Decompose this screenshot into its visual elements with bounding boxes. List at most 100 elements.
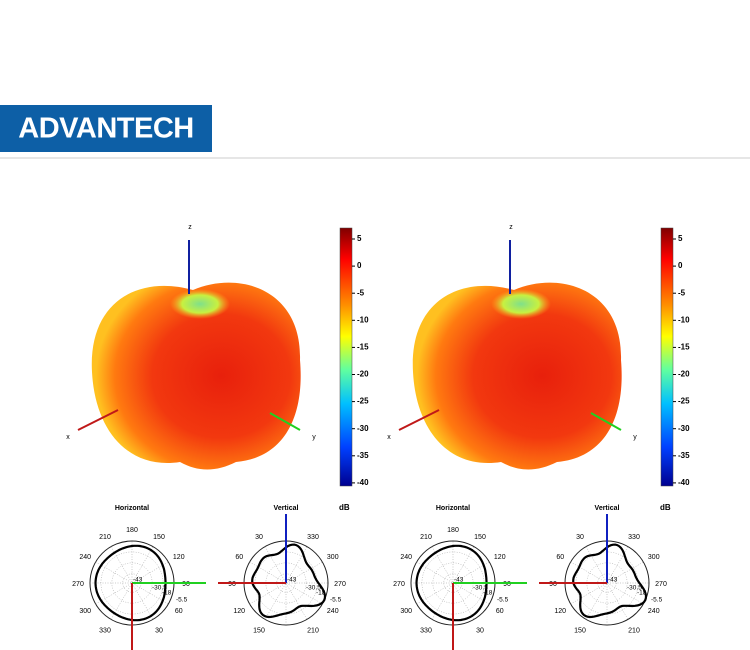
angle-label: 120 [554,608,566,615]
angle-label: 120 [233,608,245,615]
ring-label: -5.5 [497,597,509,604]
angle-label: 120 [494,554,506,561]
colorbar-label: -5 [678,288,686,297]
angle-label: 30 [255,534,263,541]
angle-label: 150 [253,628,265,635]
colorbar-label: 5 [678,234,683,243]
colorbar-label: -20 [357,370,369,379]
colorbar-label: -30 [678,424,690,433]
ring-label: -43 [133,577,143,584]
angle-label: 240 [79,554,91,561]
ring-label: -18 [637,590,647,597]
angle-label: 90 [503,581,511,588]
angle-label: 30 [576,534,584,541]
angle-label: 300 [79,608,91,615]
angle-label: 60 [556,554,564,561]
angle-label: 300 [648,554,660,561]
logo-box [0,105,212,152]
colorbar-label: -15 [678,343,690,352]
colorbar-label: -35 [678,451,690,460]
ring-label: -5.5 [651,597,663,604]
angle-label: 150 [474,534,486,541]
colorbar-label: 5 [357,234,362,243]
polar-pattern [251,543,327,619]
colorbar-label: -5 [357,288,365,297]
colorbar-label: -40 [357,478,369,487]
angle-label: 300 [400,608,412,615]
polar-title: Vertical [595,505,620,512]
angle-label: 300 [327,554,339,561]
ring-label: -5.5 [176,597,188,604]
polar-pattern [572,543,648,619]
angle-label: 90 [228,581,236,588]
angle-label: 240 [648,608,660,615]
x-axis [77,409,119,431]
angle-label: 210 [307,628,319,635]
angle-label: 150 [153,534,165,541]
colorbar-label: -25 [357,397,369,406]
colorbar-unit: dB [339,503,350,512]
angle-label: 270 [72,581,84,588]
axis-label: z [509,224,513,231]
polar-spoke [416,561,490,605]
pattern-null [491,289,551,319]
panel: z x y 5 0 -5 -10 -15 -20 -25 -30 -35 -40 dB Horizontal… [66,224,369,650]
angle-label: 210 [420,534,432,541]
angle-label: 270 [655,581,667,588]
axis-label: z [188,224,192,231]
ring-label: -43 [454,577,464,584]
polar-spoke [95,561,169,605]
angle-label: 120 [173,554,185,561]
colorbar [660,227,674,487]
colorbar-label: 0 [678,261,683,270]
pattern-null [170,289,230,319]
ring-label: -30.5 [473,585,488,592]
colorbar-label: -40 [678,478,690,487]
ring-label: -18 [483,590,493,597]
axis-label: x [66,434,70,441]
angle-label: 180 [447,527,459,534]
polar-spoke [585,546,629,620]
polar-title: Horizontal [115,505,149,512]
angle-label: 30 [476,628,484,635]
polar-spoke [249,561,323,605]
polar-spoke [95,561,169,605]
colorbar-label: -20 [678,370,690,379]
angle-label: 210 [99,534,111,541]
ring-label: -43 [287,577,297,584]
polar-title: Vertical [274,505,299,512]
polar-spoke [264,546,308,620]
angle-label: 90 [549,581,557,588]
axis-label: y [312,434,316,441]
polar-spoke [570,561,644,605]
ring-label: -18 [162,590,172,597]
ring-label: -5.5 [330,597,342,604]
ring-label: -30.5 [152,585,167,592]
pattern-3d [91,282,301,470]
polar-title: Horizontal [436,505,470,512]
angle-label: 270 [393,581,405,588]
colorbar-label: -30 [357,424,369,433]
x-axis [398,409,440,431]
colorbar-label: -25 [678,397,690,406]
panel: z x y 5 0 -5 -10 -15 -20 -25 -30 -35 -40 dB Horizontal… [387,224,690,650]
ring-label: -43 [608,577,618,584]
ring-label: -18 [316,590,326,597]
angle-label: 270 [334,581,346,588]
angle-label: 240 [400,554,412,561]
polar-spoke [416,561,490,605]
y-axis [269,412,301,431]
angle-label: 90 [182,581,190,588]
angle-label: 60 [175,608,183,615]
angle-label: 330 [99,628,111,635]
ring-label: -30.5 [627,585,642,592]
colorbar [339,227,353,487]
angle-label: 30 [155,628,163,635]
angle-label: 60 [235,554,243,561]
angle-label: 150 [574,628,586,635]
angle-label: 330 [307,534,319,541]
logo: ADVANTECH [18,113,193,145]
axis-label: y [633,434,637,441]
angle-label: 330 [420,628,432,635]
